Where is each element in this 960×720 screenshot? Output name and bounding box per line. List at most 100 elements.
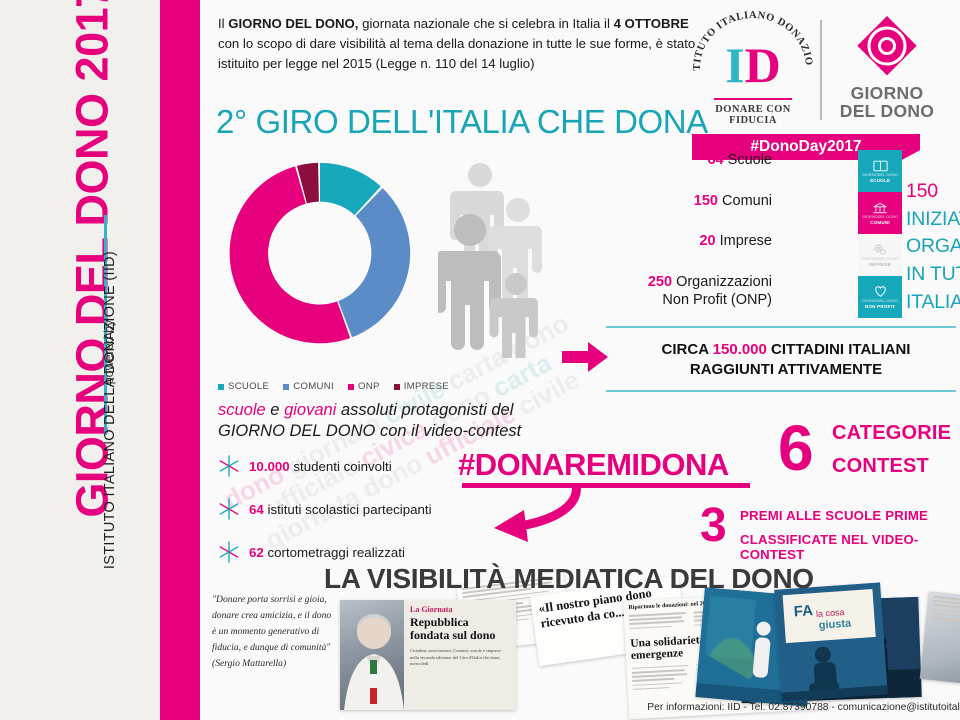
badge-np-top: GIORNODEL DONO — [861, 299, 898, 303]
stat-row-onp: 250 Organizzazioni Non Profit (ONP) — [530, 274, 850, 309]
legend-item-onp: ONP — [347, 381, 380, 392]
separator-bottom — [606, 390, 956, 392]
sidebar-divider — [104, 215, 107, 435]
iid-letter-d: D — [744, 37, 781, 93]
citizens-post: CITTADINI ITALIANI — [766, 341, 911, 358]
badge-np-name: NON PROFIT — [864, 304, 896, 309]
contest-categories-number: 6 — [778, 412, 814, 484]
stat-num-scuole: 64 — [707, 152, 724, 168]
bullet-text-students: studenti coinvolti — [289, 458, 392, 474]
contest-premi-line2: CLASSIFICATE NEL VIDEO-CONTEST — [740, 532, 919, 562]
badge-comuni-name: COMUNI — [870, 219, 890, 225]
stat-label-comuni: Comuni — [722, 192, 772, 209]
gdd-wordmark: GIORNO DEL DONO — [832, 84, 942, 121]
contest-contest-label: CONTEST — [832, 455, 929, 477]
asterisk-star-icon — [219, 541, 239, 563]
stat-label-imprese: Imprese — [719, 233, 772, 250]
vc-rest: assoluti protagonisti del — [336, 401, 514, 419]
badge-imprese-name: IMPRESE — [868, 262, 892, 267]
stat-label-onp: Organizzazioni — [676, 274, 772, 291]
gears-icon — [874, 244, 886, 255]
intro-part2: giornata nazionale che si celebra in Ita… — [358, 16, 614, 31]
vc-pink-2: giovani — [284, 401, 337, 419]
hashtag-underline — [462, 483, 750, 488]
asterisk-star-icon — [219, 455, 239, 477]
gdd-line-1: GIORNO — [850, 83, 924, 103]
bullet-item-institutes: 64 istituti scolastici partecipanti — [218, 498, 548, 520]
clipping-headline: Repubblica fondata sul dono — [410, 615, 496, 643]
heart-icon — [874, 286, 886, 297]
badge-non-profit: GIORNODEL DONO NON PROFIT — [858, 276, 902, 318]
clipping-lede: Cittadini, associazioni, Comuni, scuole … — [410, 647, 501, 667]
clipping-kicker: La Giornata — [410, 605, 453, 614]
svg-text:FA: FA — [793, 602, 813, 620]
clipping-photo — [340, 600, 404, 710]
citizens-number: 150.000 — [712, 341, 767, 358]
bullet-item-students: 10.000 studenti coinvolti — [218, 455, 548, 477]
contest-categorie-label: CATEGORIE — [832, 422, 952, 444]
iniziative-line3: IN TUTTA ITALIA — [906, 263, 960, 313]
separator-top — [606, 326, 956, 328]
diamond-flower-icon — [855, 14, 919, 78]
building-icon — [873, 202, 887, 213]
organization-name: ISTITUTO ITALIANO DELLA DONAZIONE (IID) — [102, 250, 118, 570]
press-clipping-repubblica: La Giornata Repubblica fondata sul dono … — [340, 600, 516, 710]
politician-photo-icon — [344, 614, 404, 710]
svg-text:giusta: giusta — [818, 618, 852, 632]
iniziative-number: 150 — [906, 180, 938, 202]
chart-legend: SCUOLE COMUNI ONP IMPRESE — [218, 381, 468, 392]
book-icon — [872, 160, 888, 171]
stat-row-imprese: 20 Imprese — [530, 233, 850, 251]
press-clipping-f — [919, 591, 960, 689]
citizens-line2: RAGGIUNTI ATTIVAMENTE — [689, 360, 883, 378]
legend-item-comuni: COMUNI — [283, 381, 334, 392]
intro-bold1: GIORNO DEL DONO, — [228, 16, 359, 31]
iniziative-line2: ORGANIZZATE — [906, 235, 960, 258]
intro-paragraph: Il GIORNO DEL DONO, giornata nazionale c… — [218, 14, 698, 75]
curved-arrow-left-icon — [494, 483, 581, 542]
tv-fa-cosa-giusta-icon: FA la cosa giusta — [774, 582, 888, 702]
quote-mattarella: "Donare porta sorrisi e gioia, donare cr… — [212, 594, 332, 669]
gdd-line-2: DEL DONO — [839, 101, 935, 122]
hashtag-donaremidona: #DONAREMIDONA — [458, 447, 729, 482]
stat-num-comuni: 150 — [693, 192, 718, 209]
badge-imprese: GIORNODEL DONO IMPRESE — [858, 234, 902, 276]
stats-list: 64 Scuole 150 Comuni 20 Imprese 250 Orga… — [530, 152, 850, 319]
donut-chart — [229, 162, 411, 344]
legend-label-imprese: IMPRESE — [403, 381, 449, 392]
iid-arc-text-icon: ISTITUTO ITALIANO DONAZIONE — [692, 10, 813, 71]
main-content: dono giornata civile carta dono ufficial… — [200, 0, 960, 720]
legend-item-imprese: IMPRESE — [393, 381, 449, 392]
iid-logo: ISTITUTO ITALIANO DONAZIONE ID DONARE CO… — [692, 10, 814, 126]
pink-accent-bar — [160, 0, 200, 720]
iniziative-word: INIZIATIVE — [906, 207, 960, 230]
stat-num-onp: 250 — [647, 274, 673, 291]
intro-part1: Il — [218, 16, 229, 31]
bullet-text-institutes: istituti scolastici partecipanti — [263, 501, 432, 517]
video-contest-text: scuole e giovani assoluti protagonisti d… — [218, 400, 578, 443]
intro-part3: con lo scopo di dare visibilità al tema … — [218, 36, 696, 72]
badge-column: GIORNODEL DONO SCUOLE GIORNODEL DONO COM… — [858, 150, 902, 318]
section-headline: 2° GIRO DELL'ITALIA CHE DONA — [216, 103, 708, 140]
badge-scuole: GIORNODEL DONO SCUOLE — [858, 150, 902, 192]
vc-line2: GIORNO DEL DONO con il video-contest — [218, 422, 522, 441]
bullet-num-students: 10.000 — [249, 458, 290, 474]
iid-letter-i: I — [725, 37, 745, 93]
bullet-text-shorts: cortometraggi realizzati — [263, 544, 405, 560]
clipping-f-lines — [925, 591, 960, 634]
iid-tagline: DONARE CON FIDUCIA — [715, 104, 791, 126]
svg-text:la cosa: la cosa — [816, 607, 845, 619]
footer-contact: Per informazioni: IID - Tel. 02.87390788… — [647, 702, 960, 713]
badge-comuni-top: GIORNODEL DONO — [861, 214, 898, 219]
arrow-right-icon — [562, 342, 608, 372]
intro-bold2: 4 OTTOBRE — [613, 16, 689, 31]
stat-num-imprese: 20 — [699, 233, 716, 250]
iniziative-block: 150 INIZIATIVE ORGANIZZATE IN TUTTA ITAL… — [906, 178, 960, 316]
bullet-list: 10.000 studenti coinvolti 64 istituti sc… — [218, 455, 548, 584]
logo-block: ISTITUTO ITALIANO DONAZIONE ID DONARE CO… — [692, 8, 942, 160]
citizens-reached: CIRCA 150.000 CITTADINI ITALIANI RAGGIUN… — [612, 340, 960, 380]
badge-scuole-top: GIORNODEL DONO — [861, 172, 898, 177]
stat-label-scuole: Scuole — [727, 152, 772, 168]
vc-mid: e — [265, 401, 285, 419]
